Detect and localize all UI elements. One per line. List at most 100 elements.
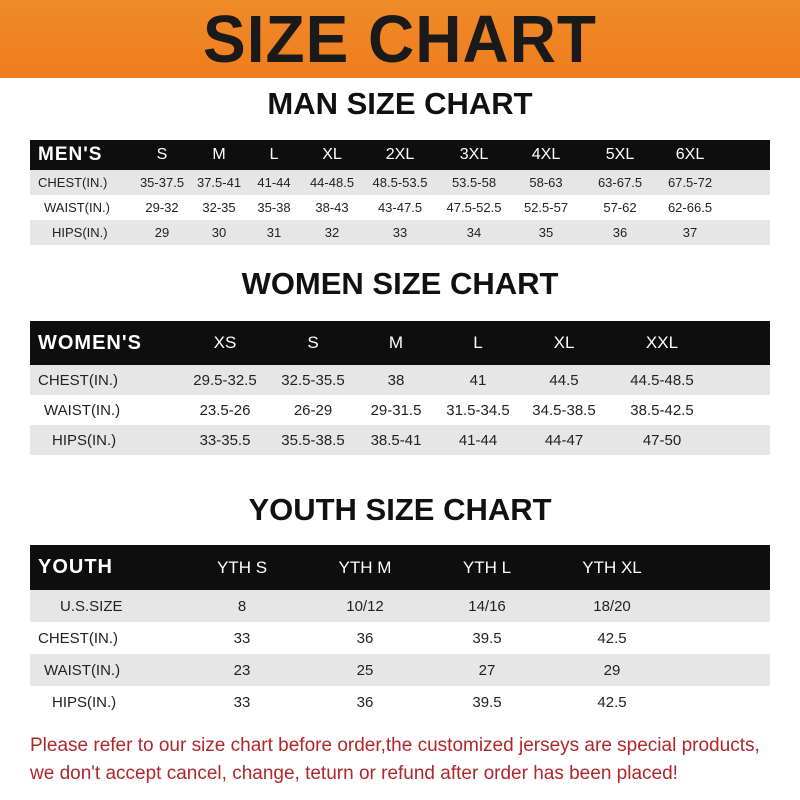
table-cell: 39.5 xyxy=(472,693,502,711)
table-row: CHEST(IN.) 33 36 39.5 42.5 xyxy=(30,622,770,654)
table-cell: 42.5 xyxy=(597,693,627,711)
table-cell: 8 xyxy=(237,597,247,615)
table-cell: 47.5-52.5 xyxy=(446,200,502,215)
row-label: HIPS(IN.) xyxy=(52,431,117,449)
table-cell: 18/20 xyxy=(593,597,631,615)
table-cell: 26-29 xyxy=(293,401,333,419)
banner-title: SIZE CHART xyxy=(203,1,597,77)
size-header: 4XL xyxy=(531,146,561,163)
row-label: CHEST(IN.) xyxy=(38,175,108,190)
table-cell: 25 xyxy=(356,661,374,679)
table-row: CHEST(IN.) 35-37.5 37.5-41 41-44 44-48.5 48.5… xyxy=(30,170,770,195)
table-cell: 32-35 xyxy=(202,200,236,215)
size-header: 5XL xyxy=(605,146,635,163)
table-cell: 53.5-58 xyxy=(451,175,497,190)
table-row: U.S.SIZE 8 10/12 14/16 18/20 xyxy=(30,590,770,622)
table-cell: 37.5-41 xyxy=(196,175,242,190)
size-header: 3XL xyxy=(459,146,489,163)
table-cell: 43-47.5 xyxy=(377,200,423,215)
table-cell: 62-66.5 xyxy=(667,200,713,215)
table-cell: 29 xyxy=(603,661,621,679)
table-cell: 29-32 xyxy=(145,200,179,215)
banner: SIZE CHART xyxy=(0,0,800,78)
table-cell: 10/12 xyxy=(346,597,384,615)
size-header: S xyxy=(156,146,168,163)
table-cell: 35 xyxy=(538,225,554,240)
table-cell: 67.5-72 xyxy=(667,175,713,190)
size-header: M xyxy=(212,146,226,163)
table-row: WAIST(IN.) 29-32 32-35 35-38 38-43 43-47.5 47.… xyxy=(30,195,770,220)
table-cell: 29 xyxy=(154,225,170,240)
table-header-label: WOMEN'S xyxy=(38,331,142,354)
table-header-row: MEN'S S M L XL 2XL 3XL 4XL 5XL 6XL xyxy=(30,140,770,170)
men-title: MAN SIZE CHART xyxy=(267,86,533,121)
row-label: HIPS(IN.) xyxy=(52,225,108,240)
table-cell: 27 xyxy=(478,661,496,679)
table-cell: 38 xyxy=(387,371,405,389)
table-row: HIPS(IN.) 33 36 39.5 42.5 xyxy=(30,686,770,718)
size-header: L xyxy=(473,333,483,352)
table-cell: 33 xyxy=(392,225,408,240)
table-cell: 33 xyxy=(233,629,251,647)
table-cell: 48.5-53.5 xyxy=(372,175,428,190)
notice-line-2: we don't accept cancel, change, teturn o… xyxy=(30,763,678,784)
table-cell: 31 xyxy=(266,225,282,240)
table-cell: 42.5 xyxy=(597,629,627,647)
size-header: XL xyxy=(553,333,575,352)
table-header-row: WOMEN'S XS S M L XL XXL xyxy=(30,321,770,365)
table-cell: 36 xyxy=(356,693,374,711)
table-cell: 34 xyxy=(466,225,482,240)
table-row: WAIST(IN.) 23 25 27 29 xyxy=(30,654,770,686)
table-cell: 35-38 xyxy=(257,200,291,215)
table-row: HIPS(IN.) 33-35.5 35.5-38.5 38.5-41 41-44 44-… xyxy=(30,425,770,455)
youth-size-table: YOUTH YTH S YTH M YTH L YTH XL U.S.SIZE 8 10/12… xyxy=(30,545,770,718)
table-cell: 36 xyxy=(612,225,628,240)
size-header: XXL xyxy=(645,333,679,352)
table-cell: 41-44 xyxy=(458,431,498,449)
table-cell: 41 xyxy=(469,371,487,389)
size-header: 2XL xyxy=(385,146,415,163)
size-header: YTH XL xyxy=(582,557,642,577)
table-cell: 29.5-32.5 xyxy=(193,371,257,389)
row-label: WAIST(IN.) xyxy=(44,200,110,215)
table-cell: 38.5-41 xyxy=(370,431,422,449)
table-cell: 37 xyxy=(682,225,698,240)
table-cell: 36 xyxy=(356,629,374,647)
row-label: WAIST(IN.) xyxy=(44,661,121,679)
row-label: HIPS(IN.) xyxy=(52,693,117,711)
table-cell: 32.5-35.5 xyxy=(281,371,345,389)
table-cell: 38-43 xyxy=(315,200,349,215)
table-cell: 29-31.5 xyxy=(370,401,422,419)
size-header: YTH L xyxy=(462,557,512,577)
table-row: CHEST(IN.) 29.5-32.5 32.5-35.5 38 41 44.5 44.5… xyxy=(30,365,770,395)
table-header-row: YOUTH YTH S YTH M YTH L YTH XL xyxy=(30,545,770,590)
table-cell: 35.5-38.5 xyxy=(281,431,345,449)
table-cell: 33-35.5 xyxy=(199,431,251,449)
table-cell: 39.5 xyxy=(472,629,502,647)
table-cell: 34.5-38.5 xyxy=(532,401,596,419)
men-size-table: MEN'S S M L XL 2XL 3XL 4XL 5XL 6XL CHEST(IN.) 35-37… xyxy=(30,140,770,245)
table-cell: 35-37.5 xyxy=(139,175,185,190)
table-cell: 14/16 xyxy=(468,597,506,615)
table-cell: 57-62 xyxy=(603,200,637,215)
size-header: YTH M xyxy=(338,557,392,577)
table-cell: 63-67.5 xyxy=(597,175,643,190)
table-header-label: YOUTH xyxy=(38,556,113,578)
table-header-label: MEN'S xyxy=(38,144,103,165)
table-cell: 23 xyxy=(233,661,251,679)
size-header: 6XL xyxy=(675,146,705,163)
table-cell: 30 xyxy=(211,225,227,240)
table-cell: 38.5-42.5 xyxy=(630,401,694,419)
table-cell: 44-47 xyxy=(544,431,584,449)
row-label: WAIST(IN.) xyxy=(44,401,121,419)
table-cell: 52.5-57 xyxy=(523,200,569,215)
row-label: CHEST(IN.) xyxy=(38,629,118,647)
notice-line-1: Please refer to our size chart before or… xyxy=(30,735,760,756)
size-header: XS xyxy=(213,333,237,352)
youth-title: YOUTH SIZE CHART xyxy=(248,492,552,527)
size-header: M xyxy=(388,333,404,352)
table-row: WAIST(IN.) 23.5-26 26-29 29-31.5 31.5-34.5 34… xyxy=(30,395,770,425)
table-cell: 41-44 xyxy=(257,175,291,190)
table-row: HIPS(IN.) 29 30 31 32 33 34 35 36 37 xyxy=(30,220,770,245)
women-size-table: WOMEN'S XS S M L XL XXL CHEST(IN.) 29.5-32.5 32.5… xyxy=(30,321,770,455)
